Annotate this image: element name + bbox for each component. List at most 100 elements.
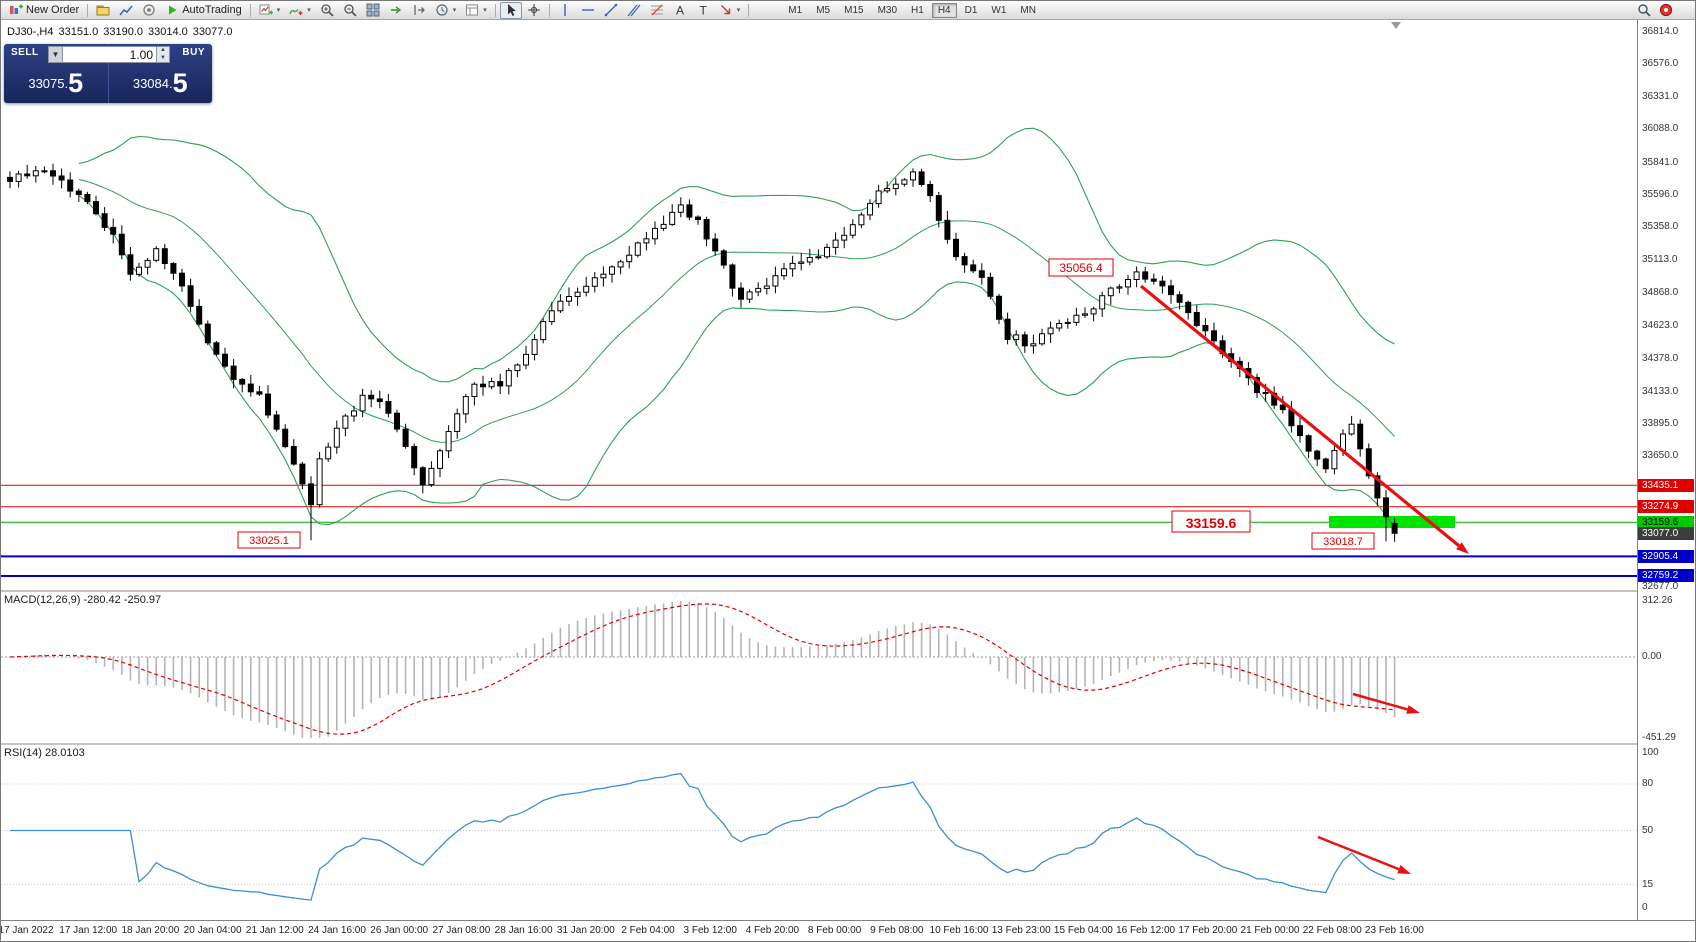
text-icon: A [676,4,684,18]
time-tick: 24 Jan 16:00 [308,925,366,936]
autoscroll-button[interactable] [385,2,407,19]
volume-dropdown-button[interactable]: ▼ [48,46,63,63]
plot-region: 35056.4 33025.1 33159.6 33018.7 DJ30-,H4 331… [1,20,1637,941]
price-tick: 34133.0 [1642,385,1679,397]
zoom-out-icon [344,4,357,17]
trendline-button[interactable] [600,2,622,19]
time-tick: 31 Jan 20:00 [556,925,615,936]
time-tick: 21 Jan 12:00 [245,925,304,936]
volume-input[interactable] [63,46,157,63]
volume-down-button[interactable]: ▼ [160,54,166,61]
timeframe-m5[interactable]: M5 [816,4,831,16]
macd-indicator-chart[interactable] [1,592,1637,743]
price-tick: 35596.0 [1642,189,1679,201]
new-chart-icon [259,4,273,15]
price-tick: 36814.0 [1642,26,1679,37]
fibonacci-button[interactable] [646,2,668,19]
timeframe-m1[interactable]: M1 [788,4,803,16]
zoom-in-button[interactable] [316,2,338,19]
price-level-label: 33274.9 [1638,500,1694,514]
tile-windows-icon [366,3,380,17]
price-axis[interactable]: 36814.0 36576.0 36331.0 36088.0 35841.0 35596… [1637,20,1695,941]
sell-button[interactable]: SELL 33075.5 [4,44,109,103]
vertical-line-button[interactable] [554,2,576,19]
toolbar-separator [548,3,550,17]
price-tick: 36331.0 [1642,90,1679,102]
market-watch-button[interactable] [115,2,137,19]
price-tick: 36088.0 [1642,123,1679,135]
open-value: 33151.0 [58,26,99,38]
price-tick: 35841.0 [1642,156,1679,168]
periods-clock-icon [436,4,448,16]
text-label-button[interactable]: T [692,2,714,19]
svg-text:33159.6: 33159.6 [1186,515,1237,531]
price-level-label: 33159.6 [1638,515,1694,529]
zoom-out-button[interactable] [339,2,361,19]
expert-advisors-button[interactable] [138,2,160,19]
time-axis[interactable]: 17 Jan 2022 17 Jan 12:00 18 Jan 20:00 20 Ja… [1,920,1695,941]
buy-price: 33084.5 [132,68,188,98]
arrow-tool-icon [720,5,730,15]
record-icon [1659,3,1673,17]
indicators-button[interactable]: ▾ [285,2,315,19]
time-tick: 28 Jan 16:00 [494,925,553,936]
timeframe-m15[interactable]: M15 [844,4,864,16]
price-tick: 33895.0 [1642,417,1679,429]
main-price-chart[interactable]: 35056.4 33025.1 33159.6 33018.7 [1,20,1637,590]
price-level-label: 33435.1 [1638,478,1694,492]
horizontal-line-button[interactable] [577,2,599,19]
record-button[interactable] [1655,2,1677,19]
close-value: 33077.0 [192,26,233,38]
buy-label: BUY [182,47,205,58]
rsi-tick: 100 [1642,747,1659,758]
dropdown-caret: ▾ [736,7,741,14]
expert-advisors-icon [143,4,155,16]
dropdown-caret: ▾ [307,7,311,14]
svg-text:35056.4: 35056.4 [1059,261,1103,275]
periods-button[interactable]: ▾ [431,2,461,19]
new-order-button[interactable]: New Order [5,2,83,19]
timeframe-w1[interactable]: W1 [991,4,1007,16]
panel-splitter[interactable] [1,743,1637,745]
panel-splitter[interactable] [1,590,1637,592]
timeframe-mn[interactable]: MN [1020,4,1036,16]
rsi-indicator-chart[interactable] [1,745,1637,919]
horizontal-line-icon [581,9,594,11]
crosshair-button[interactable] [523,2,545,19]
time-tick: 3 Feb 12:00 [683,925,737,936]
timeframe-h4[interactable]: H4 [931,2,957,18]
price-tick: 35113.0 [1642,254,1678,266]
cursor-icon [507,4,516,16]
buy-button[interactable]: BUY 33084.5 [109,44,213,103]
new-chart-button[interactable]: ▾ [255,2,285,19]
timeframe-d1[interactable]: D1 [964,4,978,16]
rsi-tick: 50 [1642,824,1654,836]
chart-shift-button[interactable] [408,2,430,19]
channel-button[interactable] [623,2,645,19]
time-tick: 22 Feb 08:00 [1302,925,1362,936]
profiles-button[interactable] [92,2,114,19]
timeframe-h1[interactable]: H1 [911,4,924,16]
time-tick: 15 Feb 04:00 [1053,925,1113,936]
cursor-button[interactable] [499,1,522,19]
time-tick: 21 Feb 00:00 [1240,925,1300,936]
arrows-button[interactable]: ▾ [715,2,745,19]
volume-up-button[interactable]: ▲ [160,47,166,53]
autoscroll-icon [390,6,401,14]
new-order-label: New Order [26,4,80,16]
chart-window: 35056.4 33025.1 33159.6 33018.7 DJ30-,H4 331… [1,20,1695,941]
timeframe-m30[interactable]: M30 [877,4,898,16]
volume-spinner: ▲ ▼ [157,46,170,63]
search-button[interactable] [1633,2,1655,19]
high-value: 33190.0 [103,26,143,38]
templates-button[interactable]: ▾ [461,2,491,19]
symbol-period: DJ30-,H4 [7,26,54,38]
toolbar-right-group [1633,2,1691,19]
tile-windows-button[interactable] [362,2,384,19]
toolbar-separator [748,3,750,17]
autotrading-button[interactable]: AutoTrading [161,2,246,19]
volume-control: ▼ ▲ ▼ [48,46,170,63]
text-button[interactable]: A [669,2,691,19]
buy-price-big-digit: 5 [172,68,188,98]
price-tick: 34623.0 [1642,319,1679,331]
